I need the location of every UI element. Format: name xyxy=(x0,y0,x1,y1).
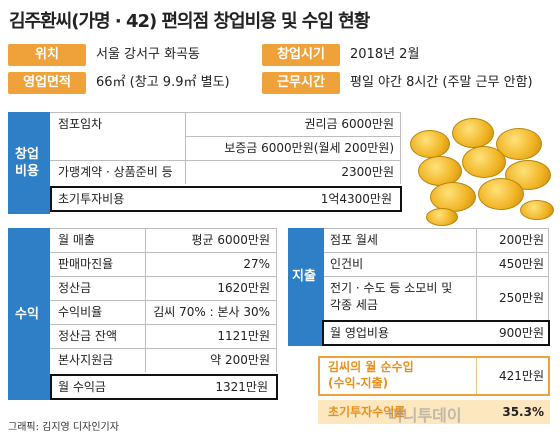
location-tag: 위치 xyxy=(8,44,86,66)
net-income-value: 421만원 xyxy=(499,369,544,383)
net-income-label: 김씨의 월 순수입 (수익-지출) xyxy=(328,360,414,390)
expense-row-label: 인건비 xyxy=(330,257,364,271)
income-row-label: 본사지원금 xyxy=(58,353,114,367)
start-date-tag: 창업시기 xyxy=(262,44,340,66)
income-total-box xyxy=(50,374,278,400)
work-hours-value: 평일 야간 8시간 (주말 근무 안함) xyxy=(350,75,533,90)
income-row-label: 수익비율 xyxy=(58,305,103,319)
expense-row-value: 250만원 xyxy=(499,291,544,305)
roi-label: 초기투자수익률 xyxy=(328,405,406,419)
expense-row-label: 전기 · 수도 등 소모비 및 각종 세금 xyxy=(330,281,453,312)
roi-bar xyxy=(318,400,550,424)
roi-value: 35.3% xyxy=(502,405,544,419)
startup-row-label: 가맹계약 · 상품준비 등 xyxy=(58,165,173,179)
income-row-value: 약 200만원 xyxy=(210,353,270,367)
expense-section-label: 지출 xyxy=(288,228,320,346)
area-value: 66㎡ (창고 9.9㎡ 별도) xyxy=(96,75,230,90)
income-row-label: 정산금 잔액 xyxy=(58,329,118,343)
income-row-value: 1620만원 xyxy=(217,281,270,295)
startup-row-label: 점포임차 xyxy=(58,117,103,131)
work-hours-tag: 근무시간 xyxy=(262,72,340,94)
publisher-watermark: 머니투데이 xyxy=(388,406,462,425)
income-total-label: 월 수익금 xyxy=(58,380,106,394)
startup-row-value: 보증금 6000만원(월세 200만원) xyxy=(224,141,394,155)
income-row-label: 판매마진율 xyxy=(58,257,114,271)
startup-section-label: 창업 비용 xyxy=(8,112,46,214)
income-section-label: 수익 xyxy=(8,228,46,400)
expense-total-value: 900만원 xyxy=(499,326,544,340)
location-value: 서울 강서구 화곡동 xyxy=(96,47,200,62)
income-total-value: 1321만원 xyxy=(215,380,268,394)
expense-total-box xyxy=(322,320,550,346)
startup-total-label: 초기투자비용 xyxy=(58,192,125,206)
page-title: 김주환씨(가명 · 42) 편의점 창업비용 및 수입 현황 xyxy=(9,11,370,32)
expense-total-label: 월 영업비용 xyxy=(330,326,390,340)
startup-total-box xyxy=(50,186,402,212)
area-tag: 영업면적 xyxy=(8,72,86,94)
graphic-credit: 그래픽: 김지영 디자인기자 xyxy=(8,422,119,433)
net-income-box xyxy=(318,356,550,396)
startup-total-value: 1억4300만원 xyxy=(320,192,392,206)
income-row-value: 27% xyxy=(243,257,270,271)
income-row-label: 월 매출 xyxy=(58,233,95,247)
start-date-value: 2018년 2월 xyxy=(350,47,420,62)
income-row-value: 1121만원 xyxy=(217,329,270,343)
startup-row-value: 권리금 6000만원 xyxy=(304,117,394,131)
expense-row-value: 450만원 xyxy=(499,257,544,271)
expense-row-value: 200만원 xyxy=(499,233,544,247)
expense-row-label: 점포 월세 xyxy=(330,233,378,247)
income-row-label: 정산금 xyxy=(58,281,92,295)
income-row-value: 김씨 70% : 본사 30% xyxy=(153,305,270,319)
startup-row-value: 2300만원 xyxy=(341,165,394,179)
income-row-value: 평균 6000만원 xyxy=(191,233,270,247)
